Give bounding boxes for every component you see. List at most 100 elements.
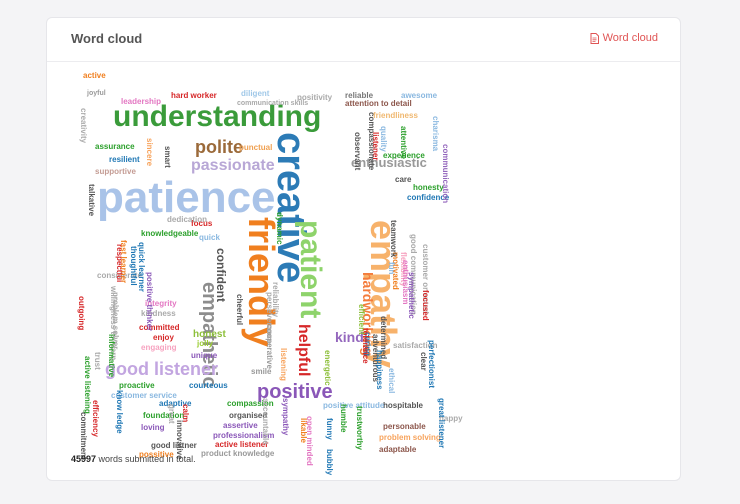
word-energetic: energetic bbox=[323, 350, 332, 386]
word-foundation: foundation bbox=[143, 411, 185, 420]
word-integrity: integrity bbox=[145, 299, 177, 308]
word-enthusiastic: enthusiastic bbox=[351, 155, 427, 170]
word-leadership: leadership bbox=[121, 97, 162, 106]
word-perfectionist: perfectionist bbox=[427, 340, 436, 389]
submission-count-text: words submitted in total. bbox=[98, 454, 196, 464]
word-attentive: attentive bbox=[399, 126, 408, 159]
word-charisma: charisma bbox=[431, 116, 440, 152]
word-considerate: considerate bbox=[97, 271, 142, 280]
word-problem-solving: problem solving bbox=[379, 433, 441, 442]
word-satisfaction: satisfaction bbox=[393, 341, 438, 350]
word-joyful: joyful bbox=[87, 90, 106, 97]
word-smile: smile bbox=[251, 367, 272, 376]
word-patience: patience bbox=[97, 173, 276, 222]
word-happiness: happiness bbox=[375, 350, 384, 390]
word-active: active bbox=[83, 71, 106, 80]
word-trustworthy: trustworthy bbox=[355, 406, 364, 450]
card-header: Word cloud Word cloud bbox=[47, 18, 680, 62]
word-outgoing: outgoing bbox=[77, 296, 86, 331]
word-assurance: assurance bbox=[95, 142, 135, 151]
word-confidence: confidence bbox=[407, 193, 450, 202]
word-experience: experience bbox=[383, 151, 425, 160]
word-proactive: proactive bbox=[119, 381, 155, 390]
word-sympathy: sympathy bbox=[281, 398, 290, 436]
word-kindness: kindness bbox=[141, 309, 176, 318]
word-patient: patient bbox=[294, 220, 327, 319]
word-smart: smart bbox=[163, 146, 172, 168]
word-punctual: punctual bbox=[239, 143, 273, 152]
word-fun: fun bbox=[387, 262, 396, 275]
word-bubbly: bubbly bbox=[325, 449, 334, 476]
word-commitment: commitment bbox=[79, 412, 88, 460]
word-efficiency: efficiency bbox=[91, 400, 100, 437]
word-know-ledge: know ledge bbox=[115, 390, 124, 434]
word-likable: likable bbox=[299, 418, 308, 443]
word-compassionate: compassionate bbox=[367, 112, 376, 171]
word-engaging: engaging bbox=[141, 343, 177, 352]
word-adaptable: adaptable bbox=[379, 445, 417, 454]
word-communication: communication bbox=[441, 144, 450, 204]
word-positive-attitude: positive attitude bbox=[323, 401, 385, 410]
word-ethical: ethical bbox=[387, 368, 396, 394]
word-quick: quick bbox=[199, 233, 220, 242]
word-committed: committed bbox=[139, 323, 180, 332]
word-unique: unique bbox=[191, 351, 218, 360]
word-quality: quality bbox=[379, 126, 388, 152]
word-possitive: possitive bbox=[139, 450, 174, 459]
word-calm: calm bbox=[181, 404, 190, 423]
word-cloud-link[interactable]: Word cloud bbox=[590, 32, 658, 44]
word-active-listening: active listening bbox=[83, 356, 92, 414]
card-title: Word cloud bbox=[71, 31, 143, 46]
word-cloud: understanding patience creative empathy frie… bbox=[77, 71, 463, 476]
word-polite: polite bbox=[195, 137, 243, 157]
word-cheerful: cheerful bbox=[235, 294, 244, 326]
word-happy: happy bbox=[439, 414, 463, 423]
word-assertive: assertive bbox=[223, 421, 258, 430]
word-kind: kind bbox=[335, 329, 364, 345]
word-supportive: supportive bbox=[95, 167, 136, 176]
word-sincere: sincere bbox=[145, 138, 154, 167]
word-enjoy: enjoy bbox=[153, 333, 174, 342]
word-sympathetic: sympathetic bbox=[407, 272, 416, 319]
word-customer-service: customer service bbox=[111, 391, 177, 400]
word-jolly: jolly bbox=[197, 339, 214, 348]
word-adaptive: adaptive bbox=[159, 399, 192, 408]
word-quick-learner: quick learner bbox=[137, 242, 146, 292]
word-humble: humble bbox=[339, 404, 348, 433]
word-thoughtful: thoughtful bbox=[129, 246, 138, 286]
word-product-knowledge: product knowledge bbox=[201, 449, 275, 458]
submission-count: 45997 words submitted in total. bbox=[71, 454, 196, 464]
word-resilient: resilient bbox=[109, 155, 140, 164]
word-dedication: dedication bbox=[167, 215, 208, 224]
word-compassion: compassion bbox=[227, 399, 274, 408]
word-care: care bbox=[395, 175, 412, 184]
word-diligent: diligent bbox=[241, 89, 270, 98]
word-active-listener: active listener bbox=[215, 440, 269, 449]
word-friendliness: friendliness bbox=[373, 111, 418, 120]
word-talkative: talkative bbox=[87, 184, 96, 217]
word-fast-learner: fast learner bbox=[119, 240, 128, 284]
word-focused: focused bbox=[421, 290, 430, 321]
word-helpful: helpful bbox=[295, 324, 312, 377]
word-organised: organised bbox=[229, 411, 268, 420]
word-efficient: efficient bbox=[357, 304, 366, 335]
word-teamwork: teamwork bbox=[389, 220, 398, 258]
word-observant: observant bbox=[353, 132, 362, 171]
word-positive-thinker: positive thinker bbox=[145, 272, 154, 332]
word-hospitable: hospitable bbox=[383, 401, 424, 410]
word-funny: funny bbox=[325, 418, 334, 440]
word-honest: honest bbox=[193, 329, 226, 340]
word-honesty: honesty bbox=[413, 183, 444, 192]
word-trust: trust bbox=[93, 352, 102, 370]
word-accountable: accountable bbox=[261, 398, 270, 445]
word-cloud-card: Word cloud Word cloud understanding patie… bbox=[46, 17, 681, 481]
word-courteous: courteous bbox=[189, 381, 228, 390]
word-good-listener: good listener bbox=[105, 359, 219, 379]
word-communication-skills: communication skills bbox=[237, 100, 309, 107]
word-dynamic: dynamic bbox=[275, 212, 284, 245]
word-great-listener: great listener bbox=[437, 398, 446, 449]
word-reliable: reliable bbox=[345, 91, 374, 100]
word-loving: loving bbox=[141, 423, 165, 432]
word-attention-to-detail: attention to detail bbox=[345, 99, 412, 108]
word-cloud-link-label: Word cloud bbox=[602, 32, 658, 44]
